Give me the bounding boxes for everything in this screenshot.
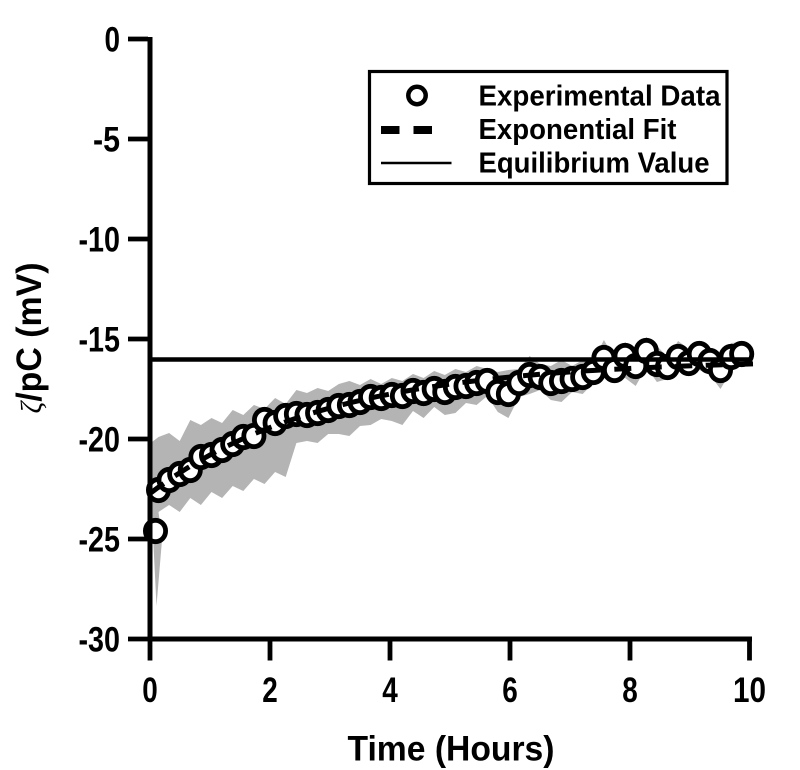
svg-text:Equilibrium Value: Equilibrium Value bbox=[479, 148, 710, 180]
svg-text:-20: -20 bbox=[79, 421, 121, 460]
svg-text:Experimental Data: Experimental Data bbox=[479, 81, 722, 113]
svg-text:-15: -15 bbox=[79, 321, 121, 360]
svg-text:0: 0 bbox=[142, 671, 158, 710]
svg-text:8: 8 bbox=[622, 671, 638, 710]
svg-text:2: 2 bbox=[262, 671, 278, 710]
svg-text:6: 6 bbox=[502, 671, 518, 710]
svg-text:-10: -10 bbox=[79, 221, 121, 260]
svg-text:-5: -5 bbox=[93, 121, 120, 160]
svg-text:ζ/pC (mV): ζ/pC (mV) bbox=[10, 263, 49, 414]
svg-text:Time (Hours): Time (Hours) bbox=[348, 730, 555, 769]
svg-text:0: 0 bbox=[105, 21, 121, 60]
svg-text:-30: -30 bbox=[79, 621, 121, 660]
svg-text:10: 10 bbox=[733, 671, 766, 710]
svg-text:Exponential Fit: Exponential Fit bbox=[479, 114, 677, 146]
svg-text:4: 4 bbox=[382, 671, 398, 710]
svg-text:-25: -25 bbox=[79, 521, 121, 560]
